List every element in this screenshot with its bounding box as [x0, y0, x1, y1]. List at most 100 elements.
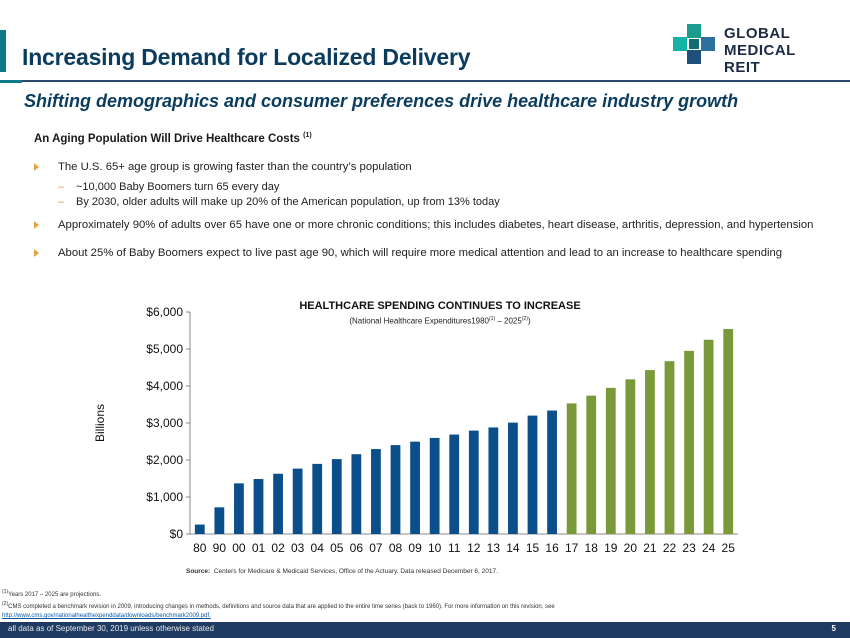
y-tick-label: $0	[170, 527, 184, 541]
bar	[214, 507, 225, 534]
bar	[645, 370, 655, 534]
logo-line-2: MEDICAL REIT	[724, 42, 796, 76]
sub-bullet-text: ~10,000 Baby Boomers turn 65 every day	[76, 181, 280, 193]
bar	[684, 350, 694, 534]
chart-subtitle-note-2: (2)	[521, 316, 528, 322]
bullet-arrow-icon	[34, 163, 39, 171]
bar	[664, 361, 675, 534]
bar	[527, 415, 538, 534]
x-tick-label: 19	[604, 541, 618, 555]
bullet-text: About 25% of Baby Boomers expect to live…	[58, 247, 783, 259]
bar	[273, 473, 283, 534]
bar	[508, 422, 518, 534]
footnote-1-text: Years 2017 – 2025 are projections.	[8, 592, 101, 598]
x-tick-label: 00	[232, 541, 246, 555]
footnote-2-mark: (2)	[2, 601, 9, 607]
x-tick-label: 14	[506, 541, 520, 555]
x-tick-label: 20	[624, 541, 638, 555]
footnotes: (1)Years 2017 – 2025 are projections. (2…	[2, 588, 602, 621]
sub-bullet-item: – By 2030, older adults will make up 20%…	[34, 195, 829, 210]
bar	[723, 329, 734, 534]
x-tick-label: 01	[252, 541, 266, 555]
x-tick-label: 08	[389, 541, 403, 555]
bar	[234, 483, 244, 534]
x-tick-label: 25	[722, 541, 736, 555]
bar	[351, 454, 362, 534]
x-tick-label: 90	[213, 541, 227, 555]
section-heading-text: An Aging Population Will Drive Healthcar…	[34, 132, 300, 145]
y-tick-label: $5,000	[146, 342, 183, 356]
footnote-2: (2)CMS completed a benchmark revision in…	[2, 600, 602, 621]
y-tick-label: $3,000	[146, 416, 183, 430]
logo-cross-icon	[673, 24, 715, 64]
bar	[605, 387, 616, 534]
x-tick-label: 13	[487, 541, 501, 555]
page-number: 5	[831, 624, 836, 633]
bar	[292, 468, 303, 534]
bar	[429, 437, 440, 534]
sub-bullet-dash: –	[58, 196, 65, 208]
sub-bullet-text: By 2030, older adults will make up 20% o…	[76, 196, 500, 208]
bar	[625, 379, 636, 534]
sub-bullet-item: – ~10,000 Baby Boomers turn 65 every day	[34, 180, 829, 195]
x-tick-label: 10	[428, 541, 442, 555]
y-tick-label: $1,000	[146, 490, 183, 504]
benchmark-link[interactable]: http://www.cms.gov/nationalhealthexpendd…	[2, 613, 211, 619]
bar	[468, 430, 479, 534]
title-accent-bar	[0, 30, 6, 72]
y-tick-label: $2,000	[146, 453, 183, 467]
source-label: Source:	[186, 568, 211, 575]
bar	[331, 459, 342, 534]
bar	[547, 410, 557, 534]
bullet-text: Approximately 90% of adults over 65 have…	[58, 219, 814, 231]
chart-subtitle-text-a: (National Healthcare Expenditures1980	[349, 316, 489, 326]
page-title: Increasing Demand for Localized Delivery	[22, 44, 471, 70]
x-tick-label: 17	[565, 541, 579, 555]
chart-subtitle-text-b: – 2025	[495, 316, 522, 326]
footnote-2-text: CMS completed a benchmark revision in 20…	[8, 604, 555, 610]
bullet-text: The U.S. 65+ age group is growing faster…	[58, 161, 412, 173]
x-tick-label: 06	[350, 541, 364, 555]
x-tick-label: 15	[526, 541, 540, 555]
x-tick-label: 03	[291, 541, 305, 555]
bar	[371, 449, 381, 534]
bar	[390, 445, 401, 534]
bullet-item: The U.S. 65+ age group is growing faster…	[34, 160, 829, 175]
bullet-arrow-icon	[34, 221, 39, 229]
x-tick-label: 12	[467, 541, 481, 555]
logo-line-1: GLOBAL	[724, 25, 791, 42]
bar	[449, 434, 460, 534]
bullet-list: The U.S. 65+ age group is growing faster…	[34, 160, 829, 266]
header-divider	[0, 80, 850, 82]
x-tick-label: 80	[193, 541, 207, 555]
bar	[586, 395, 597, 534]
y-tick-label: $6,000	[146, 305, 183, 319]
source-text: Centers for Medicare & Medicaid Services…	[213, 568, 498, 575]
x-tick-label: 02	[271, 541, 285, 555]
bullet-arrow-icon	[34, 249, 39, 257]
page-subtitle: Shifting demographics and consumer prefe…	[24, 91, 739, 111]
chart-subtitle: (National Healthcare Expenditures1980(1)…	[230, 316, 650, 326]
x-tick-label: 05	[330, 541, 344, 555]
footnote-1: (1)Years 2017 – 2025 are projections.	[2, 588, 602, 600]
x-tick-label: 07	[369, 541, 383, 555]
bullet-item: Approximately 90% of adults over 65 have…	[34, 218, 829, 233]
chart-subtitle-note-1: (1)	[489, 316, 496, 322]
x-tick-label: 22	[663, 541, 677, 555]
header-divider-accent	[0, 80, 22, 83]
section-heading: An Aging Population Will Drive Healthcar…	[34, 132, 312, 145]
x-tick-label: 04	[311, 541, 325, 555]
x-tick-label: 11	[448, 541, 461, 555]
y-tick-label: $4,000	[146, 379, 183, 393]
bullet-item: About 25% of Baby Boomers expect to live…	[34, 246, 829, 261]
bar	[312, 463, 323, 534]
bar	[488, 427, 499, 534]
bar	[566, 403, 577, 534]
y-axis-title: Billions	[93, 404, 107, 442]
section-heading-footnote: (1)	[303, 132, 312, 139]
footer-disclaimer: all data as of September 30, 2019 unless…	[8, 624, 214, 633]
footer-bar	[0, 622, 850, 638]
bar	[410, 441, 420, 534]
x-tick-label: 21	[643, 541, 657, 555]
company-logo: GLOBAL MEDICAL REIT	[672, 22, 832, 76]
